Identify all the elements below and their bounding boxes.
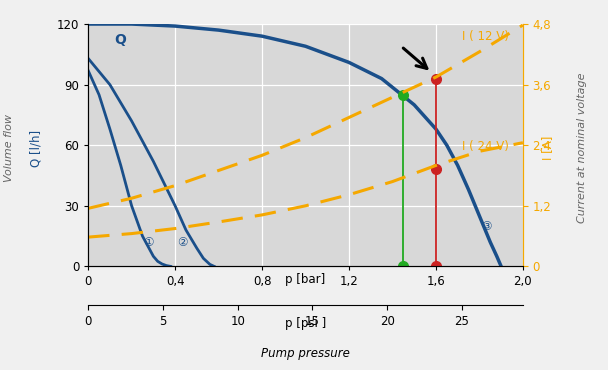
Text: Pump pressure: Pump pressure: [261, 347, 350, 360]
Text: Volume flow: Volume flow: [4, 114, 14, 182]
Text: I [A]: I [A]: [541, 136, 554, 160]
Text: ②: ②: [178, 236, 188, 249]
Text: Q [l/h]: Q [l/h]: [30, 130, 43, 166]
Text: Q: Q: [114, 33, 126, 47]
Text: Current at nominal voltage: Current at nominal voltage: [578, 73, 587, 223]
Text: p [bar]: p [bar]: [285, 273, 325, 286]
Text: I ( 12 V): I ( 12 V): [462, 30, 509, 43]
Text: ③: ③: [481, 219, 491, 232]
Text: p [psi ]: p [psi ]: [285, 317, 326, 330]
Text: I ( 24 V): I ( 24 V): [462, 140, 509, 153]
Text: ①: ①: [143, 236, 153, 249]
